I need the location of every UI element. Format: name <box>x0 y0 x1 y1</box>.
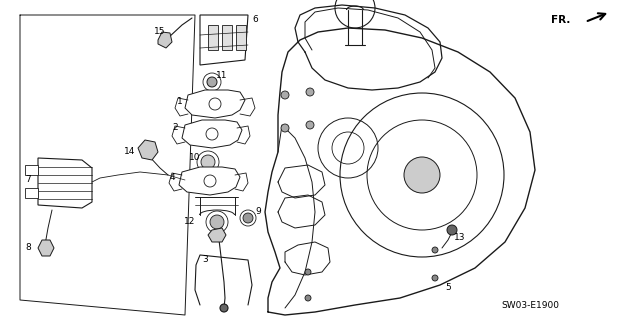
Polygon shape <box>138 140 158 160</box>
Text: 12: 12 <box>184 218 196 227</box>
Circle shape <box>404 157 440 193</box>
Circle shape <box>210 215 224 229</box>
Circle shape <box>432 275 438 281</box>
Circle shape <box>305 269 311 275</box>
Text: 7: 7 <box>25 175 31 185</box>
Text: 15: 15 <box>154 28 166 36</box>
Text: 10: 10 <box>189 154 201 163</box>
Polygon shape <box>158 32 172 48</box>
Polygon shape <box>200 15 248 65</box>
Text: 8: 8 <box>25 244 31 252</box>
Text: 11: 11 <box>216 71 228 81</box>
Circle shape <box>281 124 289 132</box>
Circle shape <box>447 225 457 235</box>
Polygon shape <box>25 188 38 198</box>
Circle shape <box>207 77 217 87</box>
Polygon shape <box>185 90 245 118</box>
Text: FR.: FR. <box>551 15 570 25</box>
Polygon shape <box>208 228 226 242</box>
Text: 13: 13 <box>454 234 466 243</box>
Circle shape <box>281 91 289 99</box>
Polygon shape <box>179 167 240 195</box>
Text: 3: 3 <box>202 255 208 265</box>
Text: 5: 5 <box>445 284 451 292</box>
Text: 9: 9 <box>255 207 261 217</box>
Circle shape <box>243 213 253 223</box>
Polygon shape <box>182 120 242 148</box>
Polygon shape <box>38 158 92 208</box>
Text: 6: 6 <box>252 15 258 25</box>
Text: 1: 1 <box>177 98 183 107</box>
Polygon shape <box>236 25 246 50</box>
Circle shape <box>306 88 314 96</box>
Circle shape <box>305 295 311 301</box>
Polygon shape <box>208 25 218 50</box>
Text: SW03-E1900: SW03-E1900 <box>501 300 559 309</box>
Circle shape <box>220 304 228 312</box>
Text: 2: 2 <box>172 124 178 132</box>
Text: 14: 14 <box>124 148 135 156</box>
Polygon shape <box>38 240 54 256</box>
Polygon shape <box>25 165 38 175</box>
Polygon shape <box>222 25 232 50</box>
Circle shape <box>432 247 438 253</box>
Text: 4: 4 <box>169 173 175 182</box>
Circle shape <box>306 121 314 129</box>
Circle shape <box>201 155 215 169</box>
